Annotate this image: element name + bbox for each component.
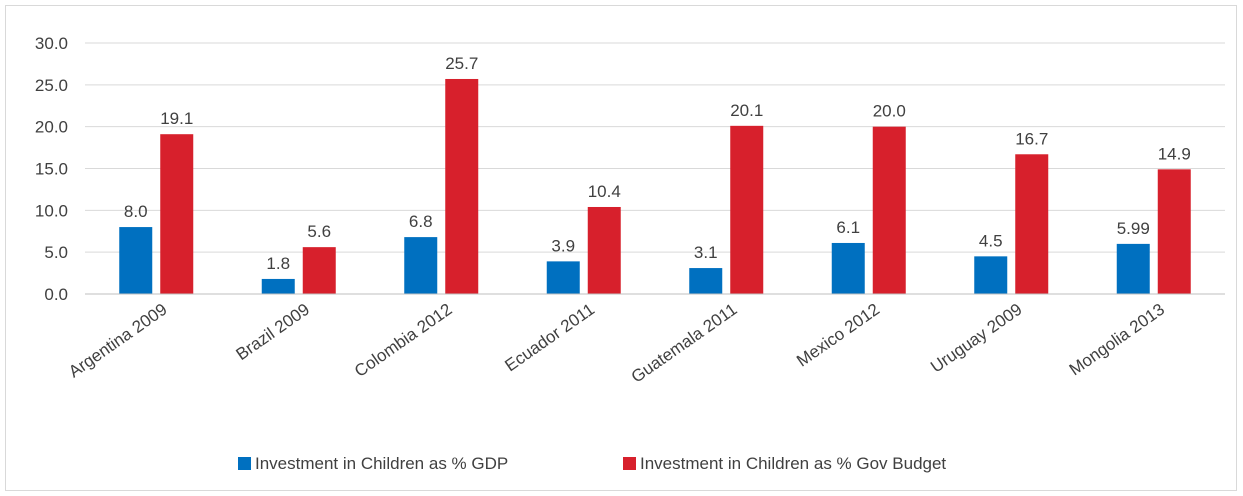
gridlines <box>85 42 1225 253</box>
legend-swatch-budget <box>623 457 636 470</box>
data-label: 5.99 <box>1117 219 1150 238</box>
bar <box>1116 243 1150 294</box>
bar <box>546 261 580 294</box>
y-tick-label: 25.0 <box>35 76 68 95</box>
bar <box>261 278 295 294</box>
data-label: 4.5 <box>979 231 1003 250</box>
y-tick-label: 15.0 <box>35 160 68 179</box>
data-label: 5.6 <box>307 222 331 241</box>
bar <box>974 256 1008 294</box>
bar <box>445 78 479 294</box>
legend-label-gdp: Investment in Children as % GDP <box>255 454 508 473</box>
x-tick-label: Uruguay 2009 <box>927 300 1025 377</box>
data-label: 14.9 <box>1158 144 1191 163</box>
x-axis: Argentina 2009 Brazil 2009 Colombia 2012 Ec… <box>65 293 1225 387</box>
data-label: 6.1 <box>836 218 860 237</box>
data-label: 10.4 <box>588 182 621 201</box>
bar <box>689 268 723 294</box>
data-label: 3.9 <box>551 236 575 255</box>
y-tick-label: 5.0 <box>44 243 68 262</box>
data-label: 16.7 <box>1015 129 1048 148</box>
data-label: 19.1 <box>160 109 193 128</box>
y-axis: 0.0 5.0 10.0 15.0 20.0 25.0 30.0 <box>35 34 68 304</box>
legend-label-budget: Investment in Children as % Gov Budget <box>640 454 946 473</box>
data-label: 20.1 <box>730 101 763 120</box>
x-tick-label: Brazil 2009 <box>232 300 313 364</box>
bars <box>119 78 1191 295</box>
y-tick-label: 10.0 <box>35 201 68 220</box>
x-tick-label: Ecuador 2011 <box>501 300 598 376</box>
bar <box>160 134 194 294</box>
data-label: 8.0 <box>124 202 148 221</box>
x-tick-label: Mexico 2012 <box>793 300 883 371</box>
y-tick-label: 30.0 <box>35 34 68 53</box>
x-tick-label: Argentina 2009 <box>65 300 170 382</box>
bar <box>587 206 621 294</box>
bar <box>1157 169 1191 294</box>
bar <box>872 126 906 295</box>
bar <box>831 242 865 294</box>
legend: Investment in Children as % GDP Investme… <box>238 454 946 473</box>
y-tick-label: 20.0 <box>35 118 68 137</box>
y-tick-label: 0.0 <box>44 285 68 304</box>
x-tick-label: Colombia 2012 <box>351 300 456 381</box>
bar <box>302 247 336 294</box>
bar <box>119 227 153 294</box>
bar <box>1015 154 1049 294</box>
data-label: 25.7 <box>445 54 478 73</box>
data-label: 1.8 <box>266 254 290 273</box>
x-tick-label: Guatemala 2011 <box>628 300 741 387</box>
data-label: 3.1 <box>694 243 718 262</box>
legend-swatch-gdp <box>238 457 251 470</box>
data-label: 6.8 <box>409 212 433 231</box>
bar <box>404 237 438 294</box>
bar <box>730 125 764 294</box>
data-label: 20.0 <box>873 102 906 121</box>
data-labels: 8.0 19.1 1.8 5.6 6.8 25.7 3.9 10.4 3.1 20.1 6.1 20.… <box>124 54 1191 273</box>
x-tick-label: Mongolia 2013 <box>1066 300 1168 380</box>
